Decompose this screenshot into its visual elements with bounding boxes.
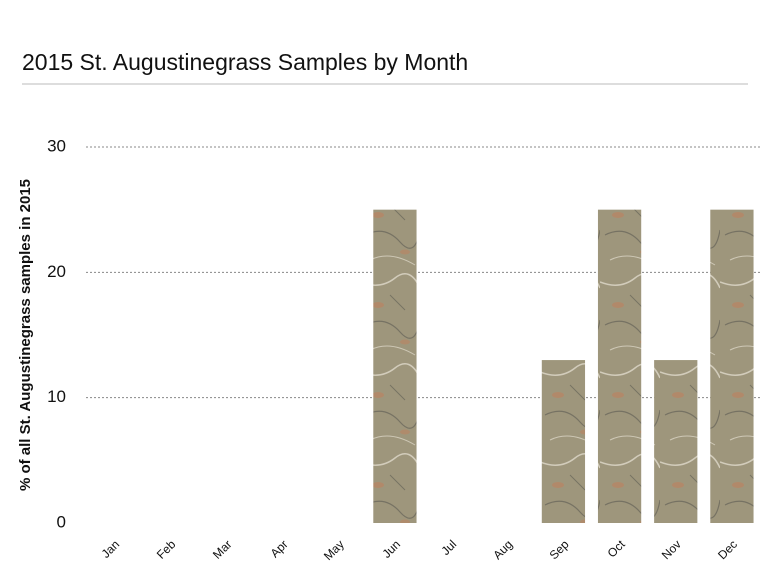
y-tick-label: 10 <box>47 387 66 406</box>
y-axis-label: % of all St. Augustinegrass samples in 2… <box>17 179 34 491</box>
bar <box>710 209 754 523</box>
x-tick-label: Nov <box>659 537 684 562</box>
y-tick-label: 0 <box>57 512 66 531</box>
x-tick-label: May <box>321 537 347 563</box>
x-tick-label: Jun <box>379 537 403 561</box>
y-tick-label: 20 <box>47 262 66 281</box>
y-tick-label: 30 <box>47 136 66 155</box>
x-tick-label: Feb <box>154 537 179 562</box>
x-tick-label: Mar <box>210 537 235 562</box>
x-tick-label: Dec <box>715 537 740 562</box>
bar <box>541 360 586 523</box>
x-tick-label: Oct <box>605 537 629 561</box>
x-tick-label: Aug <box>490 537 515 562</box>
x-tick-label: Jul <box>438 537 459 558</box>
x-tick-label: Jan <box>99 537 123 561</box>
x-tick-label: Apr <box>268 537 291 560</box>
chart-title: 2015 St. Augustinegrass Samples by Month <box>22 49 468 75</box>
bar <box>373 209 417 523</box>
x-tick-label: Sep <box>547 537 572 562</box>
bar <box>597 209 642 523</box>
bar <box>654 360 698 523</box>
